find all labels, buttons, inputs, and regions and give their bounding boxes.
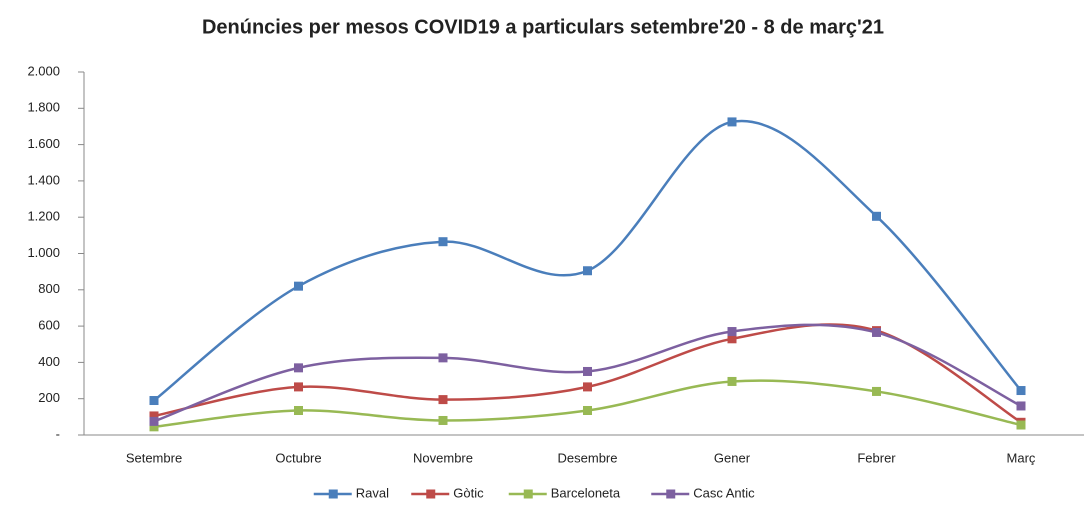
marker xyxy=(1016,401,1026,411)
legend-label: Barceloneta xyxy=(551,485,621,500)
marker xyxy=(294,382,303,392)
y-tick-label: 600 xyxy=(38,318,60,333)
legend-label: Raval xyxy=(356,485,389,500)
marker xyxy=(727,117,737,127)
marker xyxy=(438,395,448,405)
y-tick-label: 1.000 xyxy=(27,245,60,260)
x-tick-label: Setembre xyxy=(126,450,182,465)
y-tick-label: - xyxy=(56,426,60,441)
marker xyxy=(149,422,159,432)
x-tick-label: Desembre xyxy=(558,450,618,465)
x-tick-label: Març xyxy=(1007,450,1036,465)
marker xyxy=(438,415,448,425)
marker xyxy=(294,405,303,415)
legend-marker xyxy=(426,489,436,499)
y-tick-label: 400 xyxy=(38,354,60,369)
marker xyxy=(1016,386,1026,396)
marker xyxy=(583,405,592,415)
x-tick-label: Octubre xyxy=(275,450,321,465)
y-tick-label: 1.200 xyxy=(27,209,60,224)
y-tick-label: 800 xyxy=(38,281,60,296)
marker xyxy=(1016,420,1026,430)
y-tick-label: 1.600 xyxy=(27,136,60,151)
marker xyxy=(149,396,159,406)
marker xyxy=(149,411,159,421)
legend-label: Gòtic xyxy=(453,485,484,500)
chart-title: Denúncies per mesos COVID19 a particular… xyxy=(202,16,884,38)
marker xyxy=(727,334,737,344)
marker xyxy=(149,416,159,426)
marker xyxy=(438,353,448,363)
marker xyxy=(583,366,592,376)
y-tick-label: 1.800 xyxy=(27,100,60,115)
y-tick-label: 200 xyxy=(38,390,60,405)
x-tick-label: Novembre xyxy=(413,450,473,465)
marker xyxy=(872,211,881,221)
y-tick-label: 1.400 xyxy=(27,172,60,187)
marker xyxy=(727,376,737,386)
legend-marker xyxy=(666,489,676,499)
marker xyxy=(583,382,592,392)
marker xyxy=(294,363,303,373)
marker xyxy=(727,327,737,337)
y-tick-label: 2.000 xyxy=(27,63,60,78)
marker xyxy=(872,386,881,396)
marker xyxy=(438,237,448,247)
legend-marker xyxy=(523,489,533,499)
legend-label: Casc Antic xyxy=(693,485,755,500)
marker xyxy=(872,327,881,337)
marker xyxy=(583,266,592,276)
marker xyxy=(294,281,303,291)
legend-marker xyxy=(328,489,338,499)
x-tick-label: Gener xyxy=(714,450,751,465)
x-tick-label: Febrer xyxy=(857,450,896,465)
series-line xyxy=(153,119,1022,402)
